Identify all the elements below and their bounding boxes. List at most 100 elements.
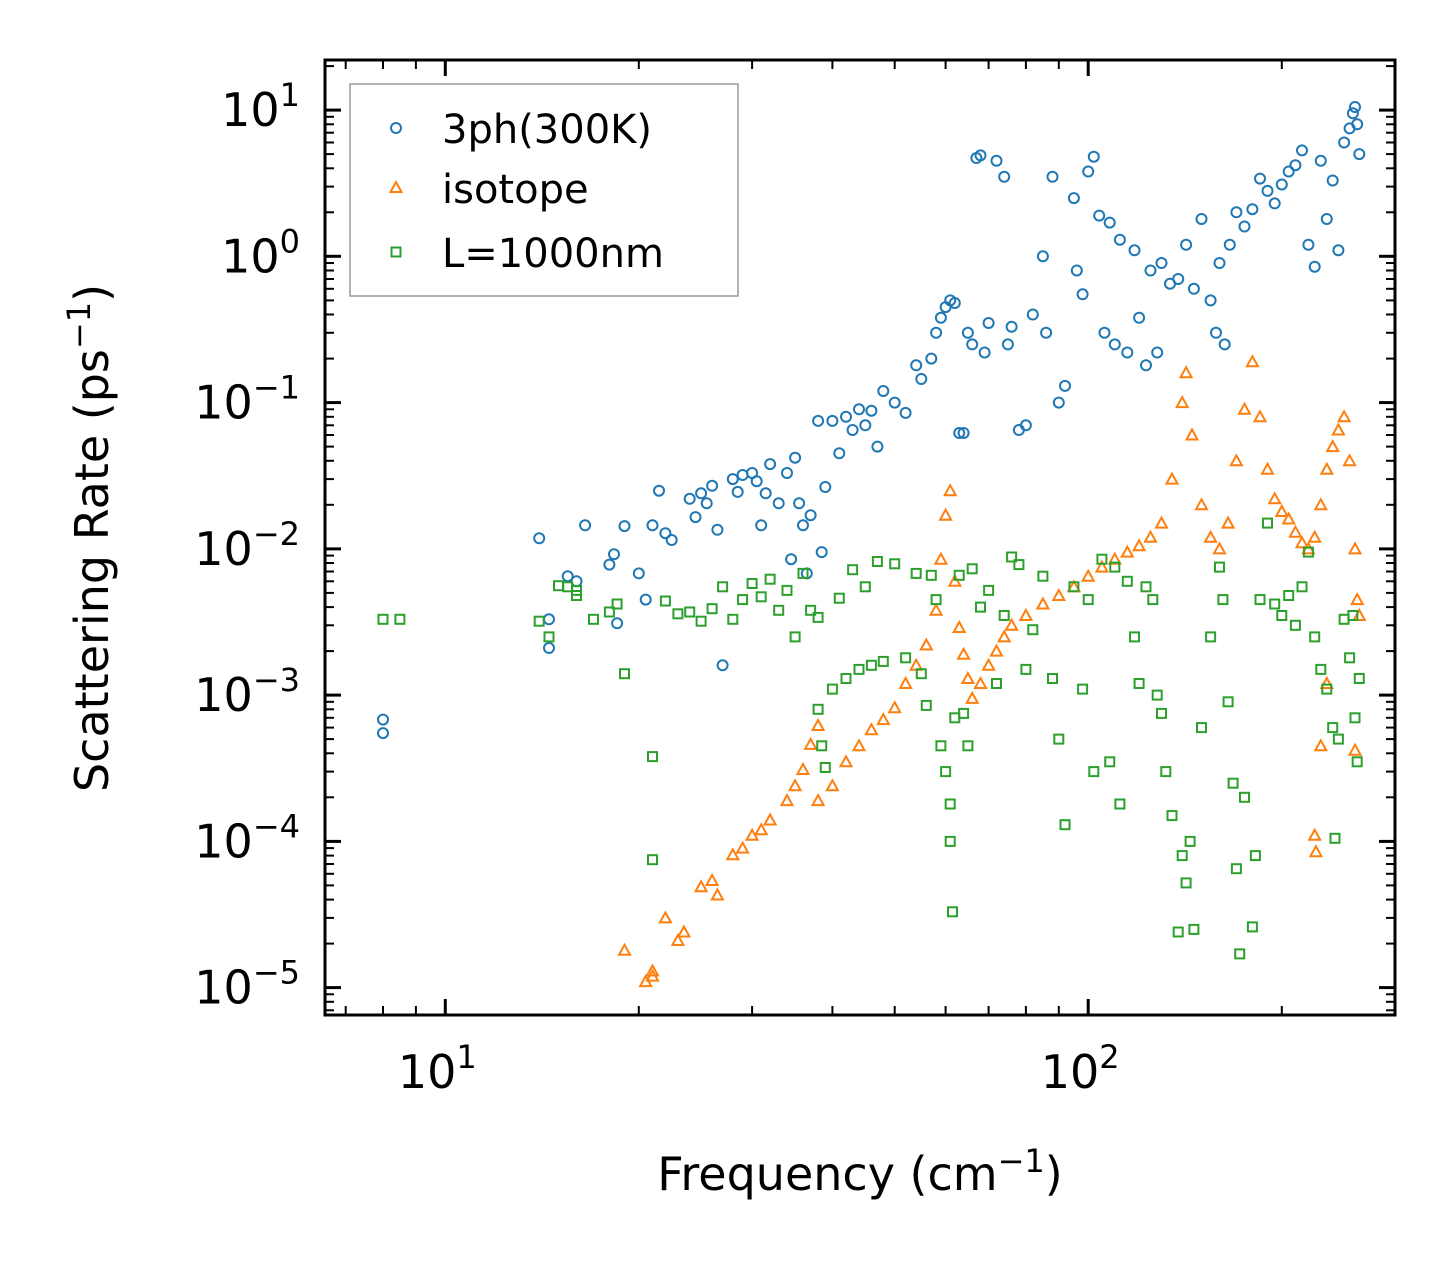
marker-square (1156, 707, 1167, 719)
marker-triangle (676, 924, 692, 938)
marker-circle (1046, 170, 1059, 183)
marker-circle (695, 487, 708, 500)
marker-square (1140, 581, 1152, 593)
marker-triangle (1252, 409, 1268, 423)
marker-square (1321, 683, 1333, 695)
marker-square (588, 613, 599, 625)
marker-circle (1308, 260, 1321, 273)
marker-square (991, 678, 1002, 689)
marker-square (1351, 756, 1363, 768)
marker-circle (689, 511, 702, 524)
marker-circle (659, 527, 672, 540)
marker-square (797, 567, 809, 579)
marker-circle (797, 519, 809, 532)
marker-triangle (960, 670, 976, 684)
marker-triangle (851, 738, 867, 752)
marker-triangle (965, 690, 980, 704)
legend-frame (349, 83, 739, 297)
marker-square (781, 584, 793, 596)
marker-circle (1210, 326, 1222, 339)
marker-triangle (617, 942, 632, 956)
marker-square (706, 603, 718, 615)
marker-triangle (1094, 559, 1110, 573)
marker-triangle (779, 793, 795, 807)
marker-circle (1070, 264, 1083, 277)
marker-circle (990, 154, 1003, 167)
marker-circle (978, 346, 991, 359)
marker-circle (731, 485, 744, 498)
marker-square (1262, 517, 1273, 529)
y-tick-labels: 101 100 10−1 10−2 10−3 10−4 10−5 (194, 76, 300, 1014)
marker-square (789, 631, 801, 643)
marker-circle (639, 593, 652, 606)
marker-triangle (787, 778, 803, 792)
marker-square (947, 906, 958, 918)
marker-square (672, 608, 684, 620)
marker-circle (665, 534, 678, 546)
marker-triangle (810, 717, 826, 731)
marker-circle (1128, 244, 1141, 257)
marker-square (737, 594, 749, 606)
y-axis-title-close: ) (65, 284, 119, 302)
legend-label-3ph: 3ph(300K) (442, 107, 652, 153)
y-tick-label: 10−2 (194, 515, 300, 576)
marker-circle (899, 406, 912, 419)
marker-circle (781, 467, 793, 479)
marker-square (1327, 722, 1339, 734)
marker-circle (608, 548, 620, 561)
marker-circle (1040, 326, 1053, 339)
marker-square (773, 604, 785, 616)
marker-triangle (645, 963, 660, 977)
marker-square (833, 592, 845, 604)
marker-square (1246, 921, 1258, 933)
marker-circle (1353, 148, 1366, 161)
marker-circle (1140, 359, 1152, 372)
marker-square (915, 668, 927, 680)
marker-triangle (1350, 592, 1365, 606)
marker-square (975, 601, 986, 613)
marker-circle (1087, 150, 1100, 163)
marker-circle (726, 473, 739, 486)
marker-triangle (1260, 461, 1275, 475)
y-tick-label: 101 (221, 76, 300, 137)
marker-circle (1302, 238, 1315, 251)
marker-triangle (1319, 675, 1334, 689)
marker-circle (785, 553, 798, 566)
marker-square (1196, 722, 1207, 734)
y-axis-title: Scattering Rate (ps−1) (60, 284, 119, 792)
marker-triangle (1313, 738, 1328, 752)
marker-triangle (754, 822, 769, 836)
marker-circle (1314, 154, 1327, 167)
marker-square (1114, 798, 1126, 810)
marker-square (611, 598, 623, 610)
marker-square (543, 631, 555, 643)
marker-circle (957, 427, 970, 439)
marker-circle (1001, 338, 1014, 351)
marker-circle (1204, 294, 1217, 307)
marker-circle (1172, 273, 1185, 285)
marker-square (966, 563, 978, 575)
marker-triangle (973, 675, 988, 689)
marker-circle (1195, 213, 1208, 225)
marker-square (925, 569, 937, 581)
marker-square (983, 584, 995, 596)
plot-frame (323, 58, 1397, 1017)
marker-triangle (710, 887, 725, 901)
marker-square (826, 683, 838, 695)
marker-square (812, 611, 824, 623)
legend-marker-boundary (390, 246, 402, 258)
marker-circle (1180, 238, 1193, 251)
marker-square (859, 581, 871, 593)
marker-square (944, 835, 956, 847)
marker-square (1239, 791, 1250, 803)
marker-square (1027, 624, 1039, 636)
marker-circle (706, 479, 719, 492)
marker-square (1289, 619, 1301, 631)
marker-square (1176, 850, 1188, 862)
marker-circle (812, 414, 825, 427)
marker-circle (759, 487, 772, 500)
marker-triangle (952, 619, 967, 633)
x-tick-labels: 101 102 (398, 1038, 1120, 1099)
marker-circle (1076, 288, 1089, 301)
